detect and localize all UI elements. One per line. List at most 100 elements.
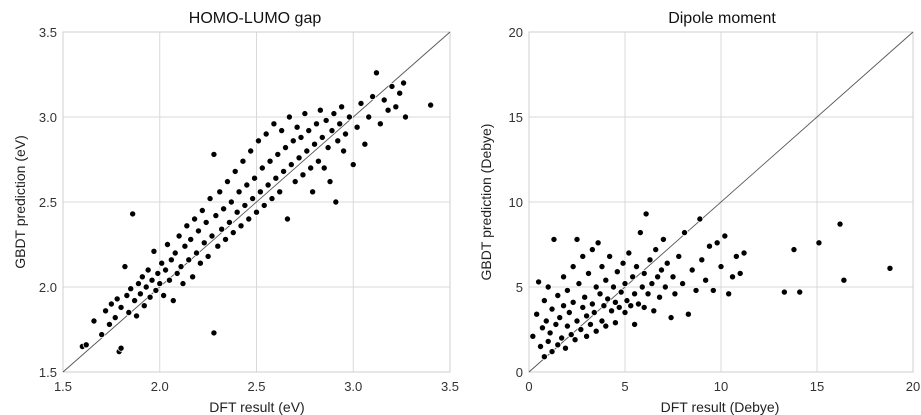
- dipole-data-point: [626, 250, 632, 256]
- homo-lumo-data-point: [143, 284, 149, 290]
- homo-lumo-data-point: [182, 243, 188, 249]
- dipole-data-point: [601, 303, 607, 309]
- homo-lumo-data-point: [114, 296, 120, 302]
- homo-lumo-data-point: [228, 199, 234, 205]
- homo-lumo-data-point: [325, 145, 331, 151]
- homo-lumo-y-tick-label: 2.5: [39, 195, 57, 210]
- dipole-data-point: [539, 325, 545, 331]
- homo-lumo-data-point: [207, 196, 213, 202]
- homo-lumo-data-point: [222, 236, 228, 242]
- homo-lumo-data-point: [205, 253, 211, 259]
- dipole-data-point: [841, 277, 847, 283]
- dipole-x-tick-label: 10: [714, 379, 728, 394]
- homo-lumo-data-point: [259, 165, 265, 171]
- homo-lumo-data-point: [277, 189, 283, 195]
- dipole-data-point: [632, 291, 638, 297]
- dipole-data-point: [603, 323, 609, 329]
- dipole-data-point: [614, 269, 620, 275]
- homo-lumo-data-point: [393, 104, 399, 110]
- dipole-data-point: [597, 291, 603, 297]
- dipole-data-point: [608, 308, 614, 314]
- dipole-data-point: [574, 318, 580, 324]
- dipole-y-tick-label: 20: [509, 25, 523, 40]
- dipole-data-point: [668, 315, 674, 321]
- dipole-data-point: [887, 265, 893, 271]
- homo-lumo-data-point: [267, 158, 273, 164]
- dipole-data-point: [549, 349, 555, 355]
- homo-lumo-data-point: [166, 277, 172, 283]
- homo-lumo-data-point: [91, 318, 97, 324]
- homo-lumo-data-point: [294, 124, 300, 130]
- homo-lumo-x-tick-label: 3.0: [344, 379, 362, 394]
- dipole-data-point: [562, 345, 568, 351]
- dipole-data-point: [781, 289, 787, 295]
- homo-lumo-data-point: [296, 155, 302, 161]
- homo-lumo-data-point: [193, 250, 199, 256]
- homo-lumo-data-point: [135, 281, 141, 287]
- homo-lumo-data-point: [172, 250, 178, 256]
- dipole-data-point: [603, 277, 609, 283]
- homo-lumo-y-tick-label: 3.5: [39, 25, 57, 40]
- dipole-data-point: [553, 321, 559, 327]
- homo-lumo-data-point: [128, 286, 134, 292]
- homo-lumo-data-point: [308, 165, 314, 171]
- dipole-y-tick-label: 0: [516, 365, 523, 380]
- homo-lumo-data-point: [170, 298, 176, 304]
- homo-lumo-ylabel: GBDT prediction (eV): [12, 135, 28, 269]
- dipole-data-point: [564, 323, 570, 329]
- dipole-data-point: [718, 264, 724, 270]
- homo-lumo-data-point: [263, 131, 269, 137]
- dipole-data-point: [589, 301, 595, 307]
- dipole-points: [530, 211, 893, 360]
- homo-lumo-data-point: [112, 315, 118, 321]
- homo-lumo-data-point: [217, 189, 223, 195]
- homo-lumo-data-point: [184, 223, 190, 229]
- homo-lumo-data-point: [102, 308, 108, 314]
- dipole-y-tick-label: 5: [516, 280, 523, 295]
- homo-lumo-data-point: [337, 121, 343, 127]
- homo-lumo-data-point: [300, 172, 306, 178]
- homo-lumo-data-point: [244, 182, 250, 188]
- dipole-data-point: [570, 299, 576, 305]
- homo-lumo-data-point: [191, 216, 197, 222]
- homo-lumo-data-point: [319, 134, 325, 140]
- homo-lumo-data-point: [83, 342, 89, 348]
- homo-lumo-data-point: [186, 257, 192, 263]
- homo-lumo-data-point: [323, 117, 329, 123]
- dipole-data-point: [559, 335, 565, 341]
- homo-lumo-data-point: [261, 202, 267, 208]
- dipole-y-tick-label: 15: [509, 110, 523, 125]
- dipole-data-point: [737, 270, 743, 276]
- homo-lumo-data-point: [385, 107, 391, 113]
- dipole-data-point: [555, 292, 561, 298]
- dipole-data-point: [534, 311, 540, 317]
- homo-lumo-data-point: [122, 264, 128, 270]
- dipole-data-point: [714, 240, 720, 246]
- homo-lumo-data-point: [284, 216, 290, 222]
- homo-lumo-data-point: [180, 281, 186, 287]
- homo-lumo-x-tick-label: 2.0: [151, 379, 169, 394]
- homo-lumo-data-point: [333, 199, 339, 205]
- homo-lumo-data-point: [234, 209, 240, 215]
- homo-lumo-y-tick-label: 1.5: [39, 365, 57, 380]
- homo-lumo-data-point: [275, 151, 281, 157]
- dipole-data-point: [557, 315, 563, 321]
- dipole-x-tick-label: 15: [810, 379, 824, 394]
- dipole-data-point: [633, 264, 639, 270]
- dipole-data-point: [662, 284, 668, 290]
- dipole-data-point: [658, 267, 664, 273]
- homo-lumo-data-point: [255, 138, 261, 144]
- homo-lumo-data-point: [139, 274, 145, 280]
- dipole-x-ticks: 0 5 10 15 20: [525, 379, 920, 394]
- dipole-data-point: [722, 233, 728, 239]
- dipole-xlabel: DFT result (Debye): [661, 399, 780, 415]
- dipole-data-point: [545, 338, 551, 344]
- homo-lumo-data-point: [265, 182, 271, 188]
- homo-lumo-data-point: [176, 233, 182, 239]
- dipole-data-point: [703, 277, 709, 283]
- dipole-data-point: [580, 304, 586, 310]
- dipole-data-point: [541, 298, 547, 304]
- homo-lumo-data-point: [400, 80, 406, 86]
- homo-lumo-data-point: [397, 90, 403, 96]
- homo-lumo-y-tick-label: 3.0: [39, 110, 57, 125]
